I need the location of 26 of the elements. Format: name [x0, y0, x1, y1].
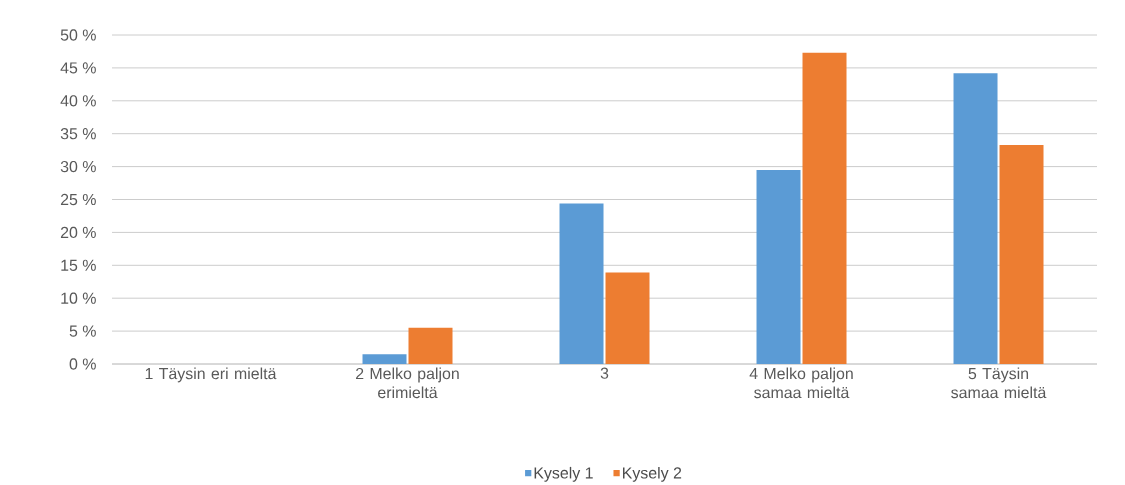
y-tick-label: 10 % [61, 292, 96, 304]
y-tick-label: 5 % [69, 325, 96, 337]
y-tick-label: 15 % [61, 259, 96, 271]
y-tick-label: 35 % [60, 128, 96, 140]
y-tick-label: 0 % [69, 358, 96, 370]
x-tick-label: 4 Melko paljon samaa mieltä [749, 367, 853, 399]
y-tick-label: 45 % [60, 62, 96, 74]
x-tick-label: 3 [600, 367, 609, 379]
y-tick-label: 30 % [60, 160, 96, 173]
bar [605, 272, 650, 364]
legend-label: Kysely 2 [623, 466, 682, 482]
bar [559, 203, 604, 364]
legend-label: Kysely 1 [534, 466, 593, 482]
y-tick-label: 50 % [60, 29, 96, 41]
bar [362, 354, 407, 364]
bar [756, 169, 801, 364]
bar [999, 144, 1044, 364]
y-tick-label: 40 % [60, 95, 96, 107]
x-tick-label: 1 Täysin eri mieltä [145, 367, 277, 383]
y-tick-label: 20 % [60, 226, 96, 239]
bar [802, 52, 847, 364]
x-tick-label: 5 Täysin samaa mieltä [951, 367, 1047, 399]
bar [408, 327, 453, 364]
y-tick-label: 25 % [60, 193, 96, 206]
bar [953, 73, 998, 364]
x-tick-label: 2 Melko paljon erimieltä [356, 367, 459, 399]
